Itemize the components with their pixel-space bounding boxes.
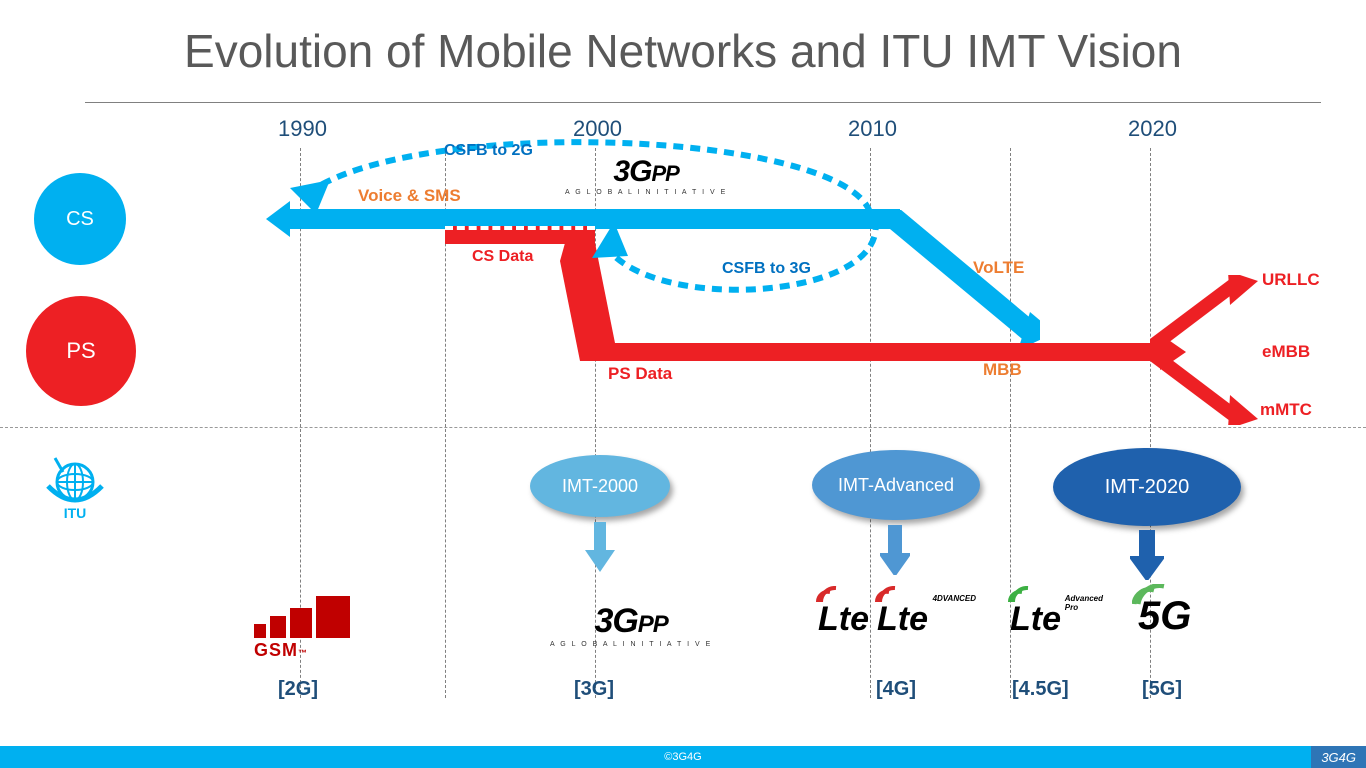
gen-2g: [2G]	[278, 678, 318, 701]
5g-logo: 5G	[1138, 594, 1191, 639]
embb-label: eMBB	[1262, 342, 1310, 362]
page-title: Evolution of Mobile Networks and ITU IMT…	[0, 24, 1366, 78]
year-1990: 1990	[278, 116, 327, 142]
itu-logo: ITU	[40, 450, 110, 520]
volte-label: VoLTE	[973, 258, 1024, 278]
imt-2000-arrow	[585, 522, 615, 572]
urllc-label: URLLC	[1262, 270, 1320, 290]
csfb-3g-label: CSFB to 3G	[722, 260, 811, 278]
3gpp-logo-top: 3GPP A G L O B A L I N I T I A T I V E	[565, 155, 727, 196]
gen-3g: [3G]	[574, 678, 614, 701]
gen-4g: [4G]	[876, 678, 916, 701]
ps-circle: PS	[26, 296, 136, 406]
lte-4g-logos: Lte Lte 4DVANCED	[818, 600, 928, 639]
mmtc-label: mMTC	[1260, 400, 1312, 420]
gen-45g: [4.5G]	[1012, 678, 1069, 701]
year-2000: 2000	[573, 116, 622, 142]
imt-2020-arrow	[1130, 530, 1164, 580]
voice-sms-label: Voice & SMS	[358, 186, 461, 206]
ps-data-label: PS Data	[608, 364, 672, 384]
gen-5g: [5G]	[1142, 678, 1182, 701]
lte-45g-logo: Lte AdvancedPro	[1010, 600, 1061, 639]
section-divider	[0, 427, 1366, 428]
imt-2000-ellipse: IMT-2000	[530, 455, 670, 517]
timeline-top-rule	[85, 102, 1321, 103]
ps-bar	[600, 343, 1160, 361]
3gpp-logo-bottom: 3GPP A G L O B A L I N I T I A T I V E	[550, 602, 712, 648]
imt-adv-arrow	[880, 525, 910, 575]
cs-data-label: CS Data	[472, 248, 533, 266]
svg-text:ITU: ITU	[64, 505, 87, 520]
mbb-label: MBB	[983, 360, 1022, 380]
year-2010: 2010	[848, 116, 897, 142]
copyright-text: ©3G4G	[664, 751, 701, 763]
gsm-logo: GSM™	[254, 596, 350, 661]
footer-bar: ©3G4G	[0, 746, 1366, 768]
imt-2020-ellipse: IMT-2020	[1053, 448, 1241, 526]
csfb-2g-label: CSFB to 2G	[444, 142, 533, 160]
footer-brand: 3G4G	[1311, 746, 1366, 768]
imt-advanced-ellipse: IMT-Advanced	[812, 450, 980, 520]
cs-circle: CS	[34, 173, 126, 265]
year-2020: 2020	[1128, 116, 1177, 142]
